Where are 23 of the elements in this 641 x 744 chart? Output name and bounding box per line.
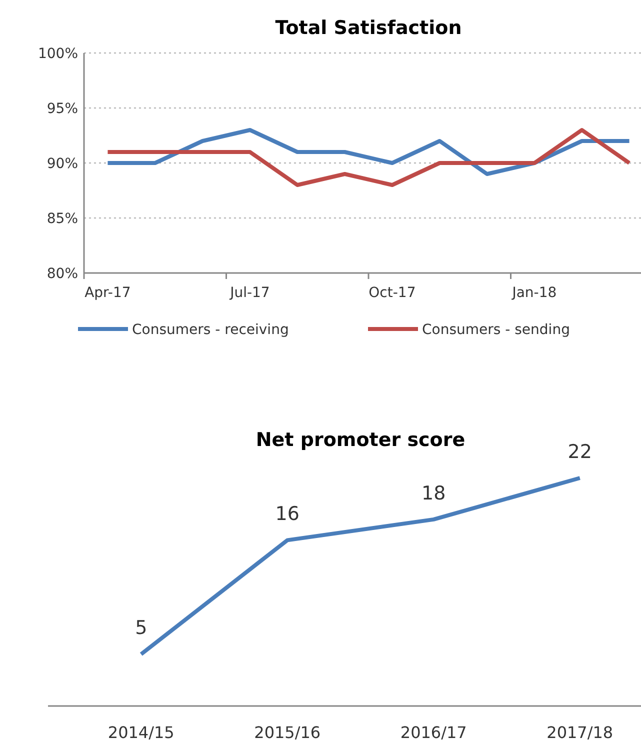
x-tick-label: Jul-17 — [229, 285, 270, 301]
y-tick-label: 90% — [46, 156, 78, 172]
chart-title: Total Satisfaction — [275, 17, 462, 39]
x-tick-label: 2016/17 — [400, 723, 467, 742]
x-tick-label: Jan-18 — [511, 285, 557, 301]
data-label: 22 — [568, 441, 592, 463]
x-tick-label: Apr-17 — [84, 285, 131, 301]
x-tick-label: Oct-17 — [368, 285, 416, 301]
line-series — [106, 128, 632, 187]
y-tick-label: 85% — [46, 211, 78, 227]
data-label: 18 — [422, 482, 446, 504]
x-tick-label: 2017/18 — [546, 723, 614, 742]
y-tick-label: 80% — [46, 266, 78, 282]
x-tick-label: 2015/16 — [254, 723, 321, 742]
line-series — [106, 128, 632, 176]
x-tick-label: 2014/15 — [108, 723, 174, 742]
data-label: 5 — [135, 617, 148, 640]
data-label: 16 — [275, 503, 300, 526]
y-tick-label: 100% — [38, 46, 78, 62]
legend-label: Consumers - receiving — [132, 322, 289, 338]
chart-title: Net promoter score — [256, 429, 466, 451]
y-tick-label: 95% — [46, 101, 78, 117]
legend-label: Consumers - sending — [422, 322, 570, 338]
